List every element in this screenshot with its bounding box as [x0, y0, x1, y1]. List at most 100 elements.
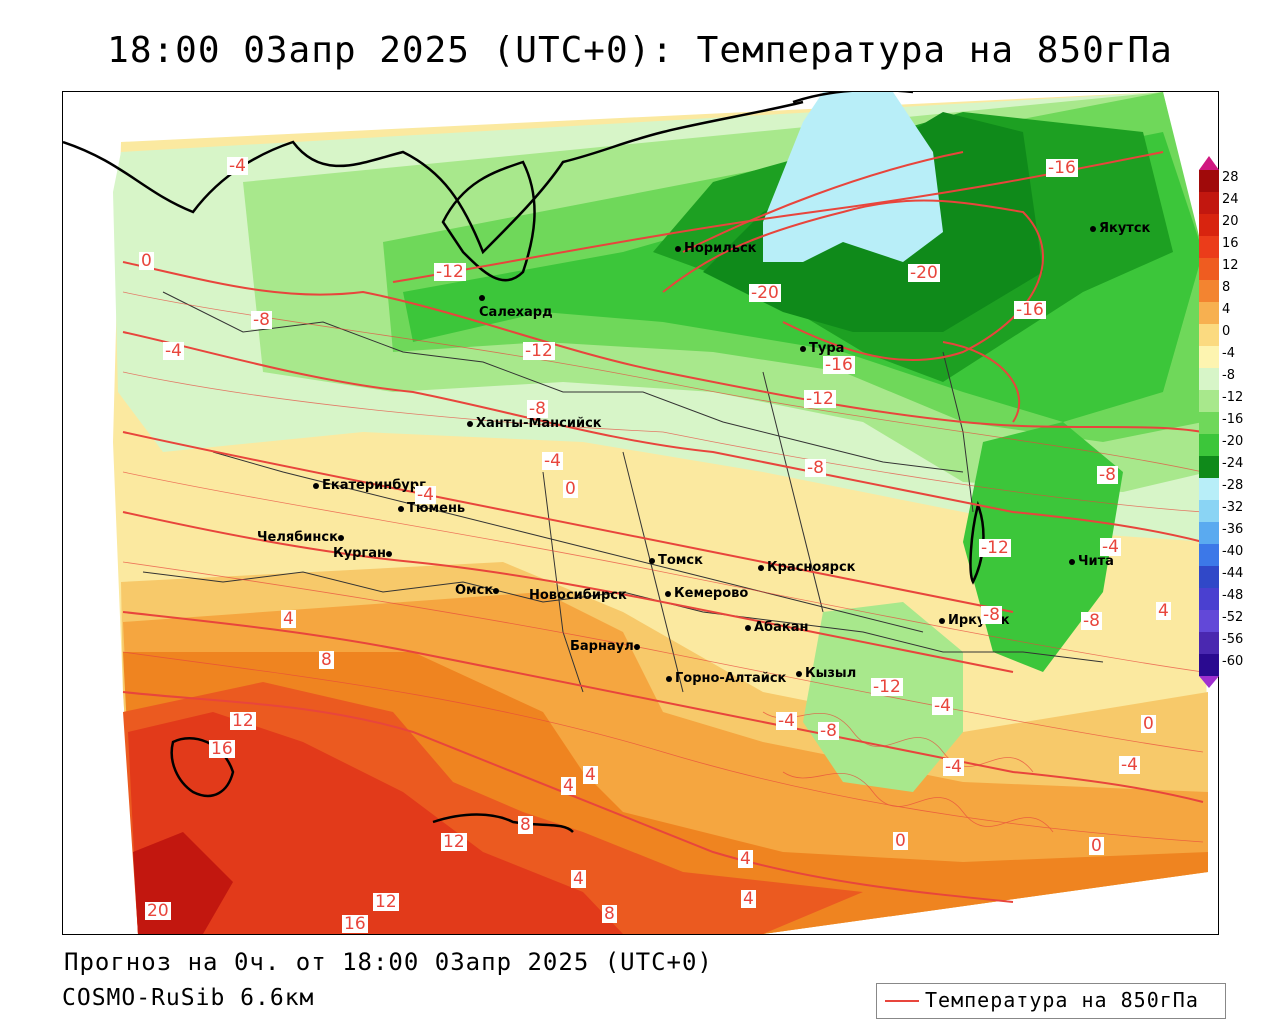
city-novosibirsk: Новосибирск: [529, 588, 627, 603]
contour-label: -8: [1081, 611, 1102, 631]
colorbar-tick: -4: [1222, 346, 1235, 361]
city-label: Чита: [1078, 554, 1114, 569]
colorbar-tick: -28: [1222, 478, 1244, 493]
contour-label: 0: [139, 251, 154, 271]
city-yekaterinburg: Екатеринбург: [313, 478, 426, 493]
model-caption: COSMO-RuSib 6.6км: [62, 985, 315, 1011]
contour-label: -12: [979, 538, 1011, 558]
forecast-caption: Прогноз на 0ч. от 18:00 03апр 2025 (UTC+…: [64, 948, 713, 976]
city-marker: [675, 245, 681, 252]
legend-line-swatch: [885, 1000, 919, 1002]
map-title: 18:00 03апр 2025 (UTC+0): Температура на…: [107, 30, 1173, 71]
city-abakan: Абакан: [745, 620, 809, 635]
colorbar-tick: -20: [1222, 434, 1244, 449]
colorbar-tick: -32: [1222, 500, 1244, 515]
contour-label: 20: [145, 901, 171, 921]
city-marker: [633, 643, 640, 650]
city-marker: [939, 617, 945, 624]
colorbar-tick: 28: [1222, 170, 1239, 185]
contour-label: 4: [738, 849, 753, 869]
city-marker: [313, 482, 319, 489]
contour-label: -8: [251, 310, 272, 330]
contour-label: -8: [1097, 465, 1118, 485]
map-canvas: [63, 92, 1208, 934]
contour-label: 0: [1089, 836, 1104, 856]
contour-label: -16: [1014, 300, 1046, 320]
city-marker: [337, 534, 344, 541]
colorbar-tick: 12: [1222, 258, 1239, 273]
colorbar-tick: 16: [1222, 236, 1239, 251]
contour-label: -4: [1100, 537, 1121, 557]
colorbar-tick: 8: [1222, 280, 1231, 295]
city-kyzyl: Кызыл: [796, 666, 856, 681]
city-label: Барнаул: [570, 639, 634, 654]
contour-label: 4: [1156, 601, 1171, 621]
contour-label: -16: [1046, 158, 1078, 178]
city-tyumen: Тюмень: [398, 501, 465, 516]
contour-label: 8: [319, 650, 334, 670]
city-label: Новосибирск: [529, 588, 627, 603]
city-label: Норильск: [684, 241, 757, 256]
contour-label: 12: [373, 892, 399, 912]
contour-label: 0: [893, 831, 908, 851]
city-label: Курган: [333, 546, 386, 561]
colorbar-tick: -44: [1222, 566, 1244, 581]
contour-label: 12: [441, 832, 467, 852]
contour-label: -12: [871, 677, 903, 697]
colorbar-tick: 20: [1222, 214, 1239, 229]
contour-label: 12: [230, 711, 256, 731]
city-marker: [467, 420, 473, 427]
city-label: Томск: [658, 553, 703, 568]
contour-label: -4: [415, 485, 436, 505]
city-label: Челябинск: [257, 530, 338, 545]
contour-label: -4: [943, 757, 964, 777]
city-marker: [745, 624, 751, 631]
colorbar-tick: -8: [1222, 368, 1235, 383]
city-norilsk: Норильск: [675, 241, 757, 256]
city-marker: [665, 590, 671, 597]
city-marker: [649, 557, 655, 564]
contour-label: -4: [227, 156, 248, 176]
contour-label: 4: [571, 869, 586, 889]
city-marker: [758, 564, 764, 571]
city-label: Салехард: [479, 305, 553, 320]
city-label: Ханты-Мансийск: [476, 416, 602, 431]
city-marker: [493, 587, 500, 594]
city-kemerovo: Кемерово: [665, 586, 748, 601]
city-gorno-altaysk: Горно-Алтайск: [666, 671, 786, 686]
temperature-colorbar: [1199, 156, 1219, 688]
contour-label: 8: [518, 815, 533, 835]
contour-label: -20: [749, 283, 781, 303]
contour-label: -8: [981, 605, 1002, 625]
city-marker: [398, 505, 404, 512]
colorbar-tick: 4: [1222, 302, 1231, 317]
city-marker: [1069, 558, 1075, 565]
city-marker: [800, 345, 806, 352]
city-tura: Тура: [800, 341, 844, 356]
contour-label: -4: [932, 696, 953, 716]
colorbar-tick: -56: [1222, 632, 1244, 647]
contour-label: 8: [602, 904, 617, 924]
city-marker: [666, 675, 672, 682]
colorbar-tick: -52: [1222, 610, 1244, 625]
contour-label: -12: [523, 341, 555, 361]
city-label: Абакан: [754, 620, 809, 635]
city-label: Омск: [455, 583, 494, 598]
colorbar-tick: -36: [1222, 522, 1244, 537]
contour-label: 4: [281, 609, 296, 629]
city-omsk: Омск: [455, 583, 502, 598]
colorbar-tick: -24: [1222, 456, 1244, 471]
colorbar-tick: -48: [1222, 588, 1244, 603]
city-kurgan: Курган: [333, 546, 395, 561]
temperature-map: Норильск Якутск Салехард Тура Ханты-Манс…: [62, 91, 1219, 935]
city-marker: [796, 670, 802, 677]
colorbar-tick: -40: [1222, 544, 1244, 559]
city-marker: [385, 550, 392, 557]
colorbar-tick: -60: [1222, 654, 1244, 669]
contour-label: -8: [818, 721, 839, 741]
contour-label: 16: [342, 914, 368, 934]
colorbar-tick: 0: [1222, 324, 1231, 339]
map-legend: Температура на 850гПа: [876, 983, 1226, 1019]
city-marker: [1090, 225, 1096, 232]
contour-label: 4: [583, 765, 598, 785]
